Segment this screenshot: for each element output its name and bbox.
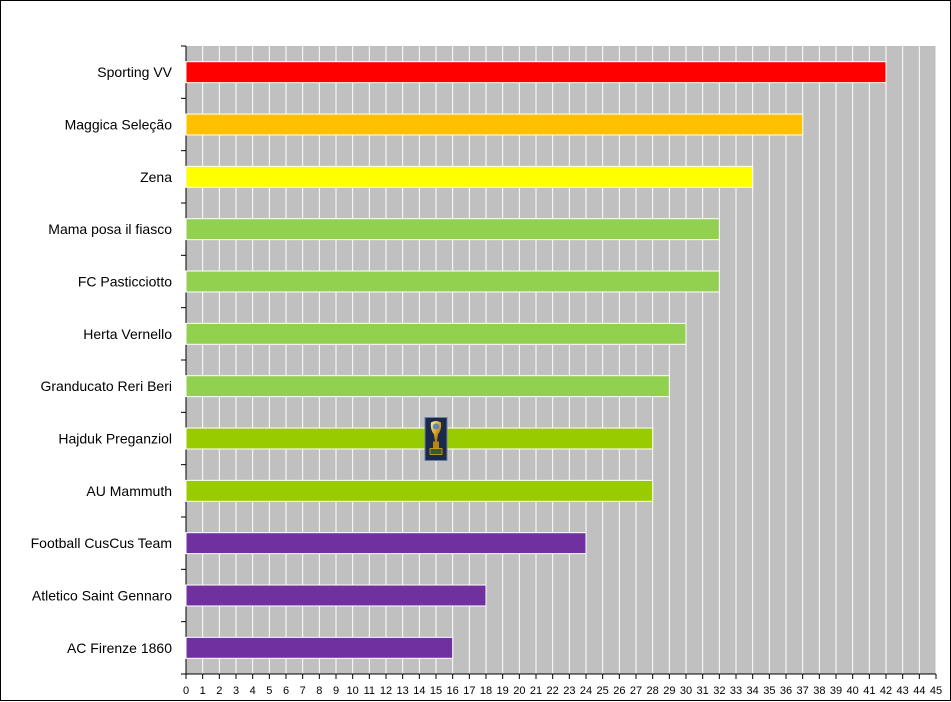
x-tick-label: 3	[233, 685, 239, 697]
x-tick-label: 30	[680, 685, 692, 697]
x-tick-label: 10	[347, 685, 359, 697]
bar	[185, 61, 887, 84]
x-tick-label: 17	[463, 685, 475, 697]
category-label: Mama posa il fiasco	[48, 221, 172, 237]
x-tick-label: 29	[663, 685, 675, 697]
category-label: Maggica Seleção	[65, 117, 173, 133]
x-tick-label: 42	[880, 685, 892, 697]
bar	[185, 584, 487, 607]
x-tick-label: 36	[780, 685, 792, 697]
trophy-icon	[424, 417, 448, 461]
x-tick-label: 27	[630, 685, 642, 697]
x-tick-label: 24	[580, 685, 592, 697]
x-tick-label: 19	[497, 685, 509, 697]
x-tick-label: 40	[847, 685, 859, 697]
x-tick-label: 0	[183, 685, 189, 697]
x-tick-label: 41	[863, 685, 875, 697]
x-tick-label: 32	[713, 685, 725, 697]
x-tick-label: 9	[333, 685, 339, 697]
x-tick-label: 21	[530, 685, 542, 697]
x-tick-label: 12	[380, 685, 392, 697]
x-tick-label: 33	[730, 685, 742, 697]
category-label: Sporting VV	[97, 64, 172, 80]
x-tick-label: 8	[316, 685, 322, 697]
bar	[185, 113, 804, 136]
x-tick-label: 20	[513, 685, 525, 697]
x-tick-label: 22	[547, 685, 559, 697]
x-tick-label: 18	[480, 685, 492, 697]
bar	[185, 427, 654, 450]
x-tick-label: 5	[266, 685, 272, 697]
bar	[185, 322, 687, 345]
x-tick-label: 44	[913, 685, 925, 697]
x-tick-label: 31	[697, 685, 709, 697]
trophy-globe	[432, 423, 440, 430]
x-tick-label: 11	[364, 685, 375, 697]
category-label: AC Firenze 1860	[67, 640, 172, 656]
bar	[185, 270, 720, 293]
x-tick-label: 28	[647, 685, 659, 697]
x-tick-label: 16	[447, 685, 459, 697]
bar	[185, 218, 720, 241]
category-label: Granducato Reri Beri	[40, 378, 172, 394]
category-label: Zena	[140, 169, 172, 185]
category-label: Hajduk Preganziol	[58, 431, 172, 447]
bar	[185, 636, 454, 659]
x-tick-label: 23	[563, 685, 575, 697]
trophy-stem	[433, 441, 439, 449]
bar	[185, 375, 670, 398]
x-tick-label: 26	[613, 685, 625, 697]
trophy-base	[429, 448, 443, 455]
category-label: AU Mammuth	[86, 483, 172, 499]
x-tick-label: 14	[413, 685, 425, 697]
category-label: Atletico Saint Gennaro	[32, 588, 172, 604]
x-tick-label: 25	[597, 685, 609, 697]
x-tick-label: 1	[200, 685, 206, 697]
x-tick-label: 7	[300, 685, 306, 697]
bar	[185, 532, 587, 555]
x-tick-label: 35	[763, 685, 775, 697]
x-tick-label: 15	[430, 685, 442, 697]
x-tick-label: 45	[930, 685, 942, 697]
bar	[185, 165, 754, 188]
x-tick-label: 6	[283, 685, 289, 697]
x-tick-label: 39	[830, 685, 842, 697]
category-label: FC Pasticciotto	[78, 274, 172, 290]
category-label: Football CusCus Team	[31, 535, 172, 551]
plot-area	[186, 46, 936, 674]
x-tick-label: 37	[797, 685, 809, 697]
x-tick-label: 2	[216, 685, 222, 697]
x-tick-label: 43	[897, 685, 909, 697]
bar	[185, 479, 654, 502]
x-tick-label: 13	[397, 685, 409, 697]
x-tick-label: 38	[813, 685, 825, 697]
category-label: Herta Vernello	[83, 326, 172, 342]
x-tick-label: 4	[250, 685, 256, 697]
x-tick-label: 34	[747, 685, 759, 697]
